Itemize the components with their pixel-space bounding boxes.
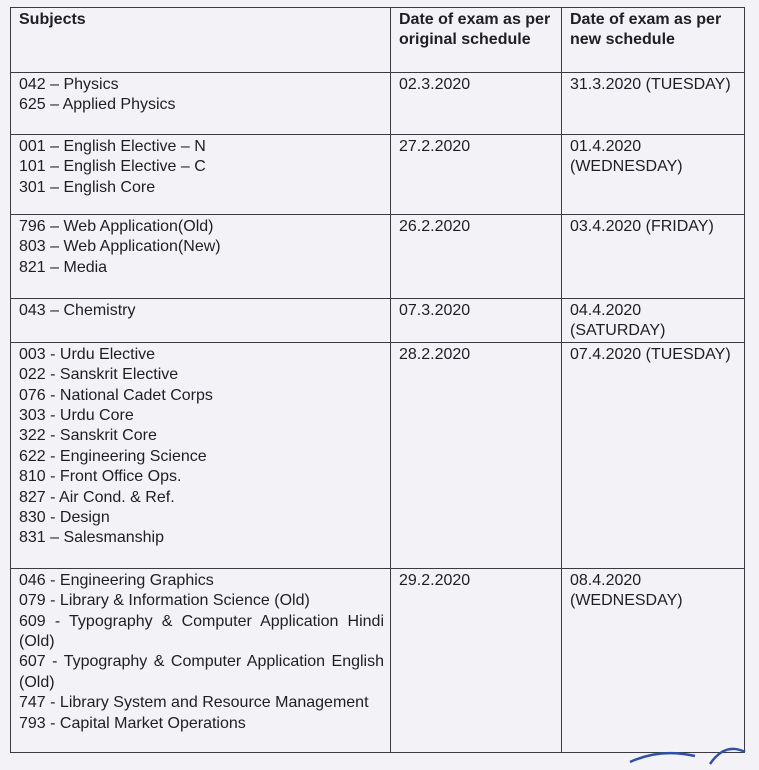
original-date-cell: 29.2.2020 (390, 567, 562, 753)
subject-item: 609 - Typography & Computer Application … (19, 612, 384, 651)
subject-item: 101 – English Elective – C (19, 158, 206, 176)
subjects-cell: 042 – Physics 625 – Applied Physics (10, 72, 391, 135)
header-original-date: Date of exam as per original schedule (390, 7, 562, 73)
table-row: 796 – Web Application(Old) 803 – Web Appl… (10, 214, 745, 299)
new-date-cell: 08.4.2020 (WEDNESDAY) (561, 567, 745, 753)
table-row: 046 - Engineering Graphics 079 - Library … (10, 567, 745, 753)
subject-item: 803 – Web Application(New) (19, 238, 221, 256)
table-row: 043 – Chemistry 07.3.2020 04.4.2020 (SATUR… (10, 298, 745, 343)
subjects-cell: 046 - Engineering Graphics 079 - Library … (10, 567, 391, 753)
new-date-cell: 04.4.2020 (SATURDAY) (561, 298, 745, 343)
table-row: 001 – English Elective – N 101 – English … (10, 134, 745, 215)
subject-item: 301 – English Core (19, 178, 156, 196)
header-row: Subjects Date of exam as per original sc… (10, 7, 745, 73)
original-date-cell: 28.2.2020 (390, 341, 562, 569)
original-date-cell: 26.2.2020 (390, 214, 562, 299)
exam-schedule-table: Subjects Date of exam as per original sc… (10, 7, 745, 753)
original-date-cell: 07.3.2020 (390, 298, 562, 343)
new-date-cell: 31.3.2020 (TUESDAY) (561, 72, 745, 135)
subject-item: 810 - Front Office Ops. (19, 468, 182, 486)
original-date-cell: 27.2.2020 (390, 134, 562, 215)
subject-item: 796 – Web Application(Old) (19, 218, 214, 235)
subjects-cell: 003 - Urdu Elective 022 - Sanskrit Electi… (10, 341, 391, 569)
subject-item: 042 – Physics (19, 76, 119, 93)
subject-item: 079 - Library & Information Science (Old… (19, 592, 310, 610)
subject-item: 003 - Urdu Elective (19, 345, 156, 363)
original-date-cell: 02.3.2020 (390, 72, 562, 135)
subject-item: 622 - Engineering Science (19, 447, 207, 465)
subjects-cell: 043 – Chemistry (10, 298, 391, 343)
subject-item: 607 - Typography & Computer Application … (19, 653, 384, 691)
subject-item: 827 - Air Cond. & Ref. (19, 488, 175, 506)
subject-item: 043 – Chemistry (19, 302, 136, 319)
subjects-cell: 796 – Web Application(Old) 803 – Web Appl… (10, 214, 391, 299)
subject-item: 076 - National Cadet Corps (19, 386, 213, 404)
table-row: 003 - Urdu Elective 022 - Sanskrit Electi… (10, 341, 745, 569)
subject-item: 322 - Sanskrit Core (19, 427, 157, 445)
subject-item: 303 - Urdu Core (19, 407, 134, 425)
subject-item: 022 - Sanskrit Elective (19, 366, 179, 384)
header-subjects: Subjects (10, 7, 391, 73)
new-date-cell: 03.4.2020 (FRIDAY) (561, 214, 745, 299)
subject-item: 793 - Capital Market Operations (19, 714, 246, 732)
new-date-cell: 01.4.2020 (WEDNESDAY) (561, 134, 745, 215)
subject-item: 830 - Design (19, 509, 110, 527)
subject-item: 821 – Media (19, 258, 108, 276)
table-row: 042 – Physics 625 – Applied Physics 02.3.2… (10, 72, 745, 135)
subject-item: 001 – English Elective – N (19, 138, 206, 155)
subject-item: 831 – Salesmanship (19, 529, 164, 547)
new-date-cell: 07.4.2020 (TUESDAY) (561, 341, 745, 569)
subject-item: 625 – Applied Physics (19, 96, 176, 114)
subject-item: 747 - Library System and Resource Manage… (19, 694, 369, 712)
header-new-date: Date of exam as per new schedule (561, 7, 745, 73)
signature-mark (629, 747, 746, 765)
subjects-cell: 001 – English Elective – N 101 – English … (10, 134, 391, 215)
subject-item: 046 - Engineering Graphics (19, 571, 214, 589)
